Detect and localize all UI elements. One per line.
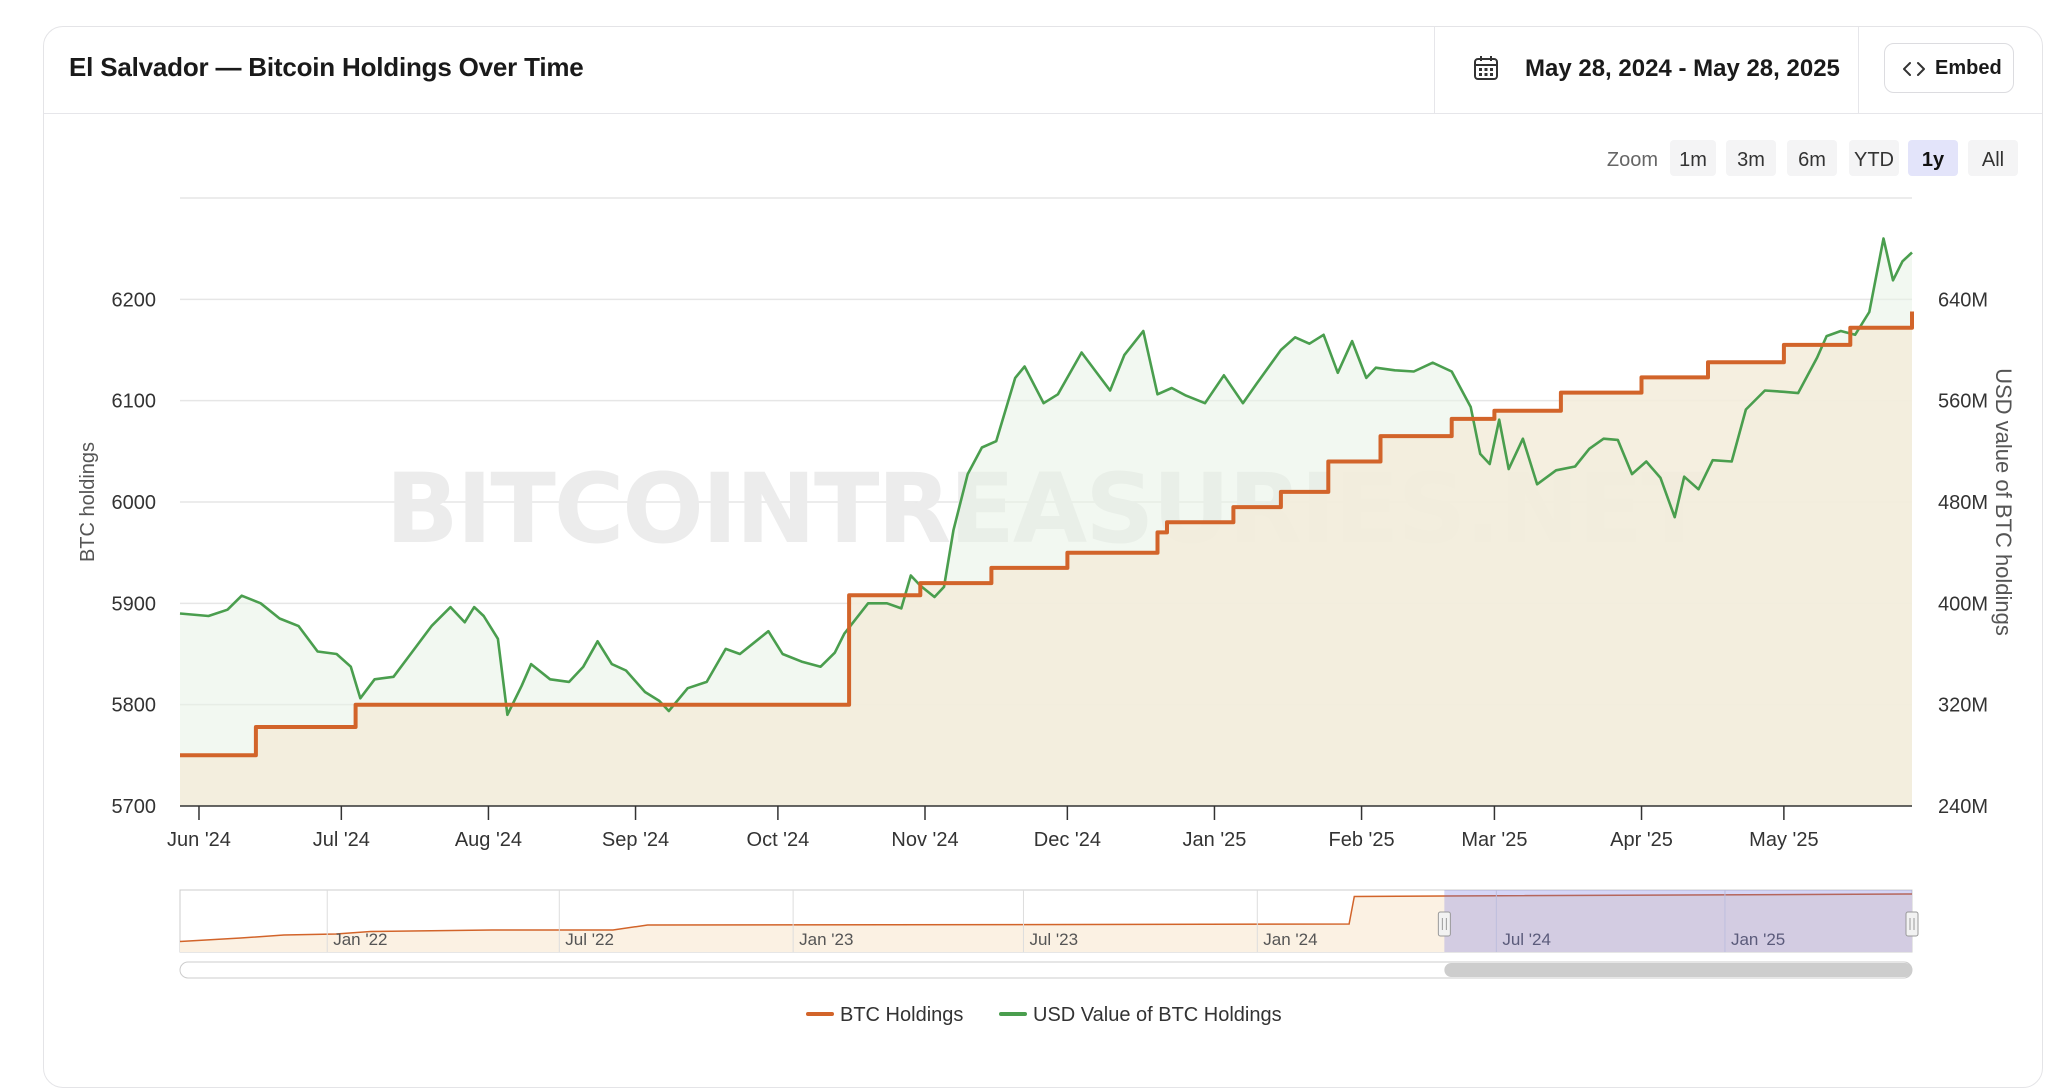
embed-label: Embed bbox=[1935, 57, 2002, 79]
btc-holdings-line bbox=[180, 311, 1914, 758]
zoom-button-label: 1m bbox=[1679, 149, 1707, 171]
zoom-button-3m[interactable]: 3m bbox=[1726, 140, 1776, 176]
navigator-tick-label: Jan '24 bbox=[1263, 930, 1317, 949]
left-y-tick-label: 5800 bbox=[112, 695, 157, 717]
chart-header: El Salvador — Bitcoin Holdings Over Time… bbox=[44, 27, 2042, 114]
x-tick-label: Jun '24 bbox=[167, 829, 231, 851]
legend: BTC Holdings USD Value of BTC Holdings bbox=[806, 1004, 1282, 1026]
zoom-button-bg bbox=[1726, 140, 1776, 176]
left-y-tick-label: 6100 bbox=[112, 391, 157, 413]
zoom-button-label: 3m bbox=[1737, 149, 1765, 171]
calendar-icon bbox=[1474, 56, 1498, 80]
zoom-button-all[interactable]: All bbox=[1968, 140, 2018, 176]
chart-title: El Salvador — Bitcoin Holdings Over Time bbox=[69, 52, 584, 82]
navigator-tick-label: Jul '22 bbox=[565, 930, 614, 949]
right-y-tick-label: 400M bbox=[1938, 593, 1988, 615]
navigator-line bbox=[179, 893, 1913, 943]
navigator-handle-grip bbox=[1437, 911, 1451, 937]
legend-item[interactable]: USD Value of BTC Holdings bbox=[999, 1004, 1282, 1026]
navigator-area bbox=[180, 894, 1912, 952]
zoom-button-ytd[interactable]: YTD bbox=[1849, 140, 1899, 176]
navigator-tick-label: Jan '22 bbox=[333, 930, 387, 949]
code-icon bbox=[1903, 62, 1925, 76]
navigator-tick-label: Jul '23 bbox=[1029, 930, 1078, 949]
x-tick-label: Apr '25 bbox=[1610, 829, 1673, 851]
right-y-tick-label: 640M bbox=[1938, 289, 1988, 311]
zoom-button-label: All bbox=[1982, 149, 2004, 171]
zoom-button-bg bbox=[1849, 140, 1899, 176]
left-y-tick-label: 5900 bbox=[112, 593, 157, 615]
zoom-button-label: 1y bbox=[1922, 149, 1945, 171]
x-tick-label: Sep '24 bbox=[602, 829, 669, 851]
zoom-button-bg bbox=[1670, 140, 1716, 176]
embed-button[interactable]: Embed bbox=[1884, 43, 2014, 93]
navigator-selection[interactable] bbox=[1444, 890, 1912, 952]
left-y-axis-title: BTC holdings bbox=[77, 442, 99, 562]
btc-holdings-area bbox=[180, 311, 1912, 806]
zoom-button-1m[interactable]: 1m bbox=[1670, 140, 1716, 176]
right-y-tick-label: 240M bbox=[1938, 796, 1988, 818]
x-tick-label: Jan '25 bbox=[1183, 829, 1247, 851]
left-y-tick-label: 6000 bbox=[112, 492, 157, 514]
right-y-axis-title: USD value of BTC holdings bbox=[1991, 368, 2016, 636]
zoom-button-label: YTD bbox=[1854, 149, 1894, 171]
legend-label: BTC Holdings bbox=[840, 1004, 963, 1026]
scrollbar-thumb[interactable] bbox=[1444, 963, 1912, 977]
right-y-tick-label: 320M bbox=[1938, 695, 1988, 717]
navigator-tick-label: Jan '23 bbox=[799, 930, 853, 949]
navigator-handle-left[interactable] bbox=[1437, 911, 1451, 937]
navigator-tick-label: Jul '24 bbox=[1502, 930, 1551, 949]
legend-item[interactable]: BTC Holdings bbox=[806, 1004, 963, 1026]
zoom-button-bg bbox=[1908, 140, 1958, 176]
navigator-handle-grip bbox=[1905, 911, 1919, 937]
navigator-scrollbar[interactable] bbox=[179, 961, 1913, 979]
x-tick-label: Feb '25 bbox=[1329, 829, 1395, 851]
zoom-button-label: 6m bbox=[1798, 149, 1826, 171]
zoom-label: Zoom bbox=[1607, 149, 1658, 171]
date-range-picker[interactable]: May 28, 2024 - May 28, 2025 bbox=[1434, 27, 1859, 113]
x-axis-ticks: Jun '24 Jul '24 Aug '24 Sep '24 Oct '24 Nov '… bbox=[167, 806, 1819, 851]
navigator-handle-right[interactable] bbox=[1905, 911, 1919, 937]
x-tick-label: Jul '24 bbox=[313, 829, 370, 851]
left-y-axis: 5700 5800 5900 6000 6100 6200 BTC holdings bbox=[77, 289, 156, 818]
x-tick-label: Dec '24 bbox=[1034, 829, 1101, 851]
zoom-button-bg bbox=[1968, 140, 2018, 176]
x-tick-label: Aug '24 bbox=[455, 829, 522, 851]
right-y-axis: 240M 320M 400M 480M 560M 640M USD value of BTC… bbox=[1938, 289, 2016, 818]
x-tick-label: Nov '24 bbox=[891, 829, 958, 851]
right-y-tick-label: 480M bbox=[1938, 492, 1988, 514]
date-range-text: May 28, 2024 - May 28, 2025 bbox=[1525, 55, 1840, 82]
navigator-tick-label: Jan '25 bbox=[1731, 930, 1785, 949]
x-tick-label: Oct '24 bbox=[747, 829, 810, 851]
zoom-button-1y[interactable]: 1y bbox=[1908, 140, 1958, 176]
zoom-controls: Zoom 1m 3m 6m YTD 1y All bbox=[1607, 140, 2018, 176]
legend-label: USD Value of BTC Holdings bbox=[1033, 1004, 1282, 1026]
x-tick-label: May '25 bbox=[1749, 829, 1818, 851]
x-tick-label: Mar '25 bbox=[1461, 829, 1527, 851]
left-y-tick-label: 5700 bbox=[112, 796, 157, 818]
zoom-button-6m[interactable]: 6m bbox=[1787, 140, 1837, 176]
left-y-tick-label: 6200 bbox=[112, 289, 157, 311]
right-y-tick-label: 560M bbox=[1938, 391, 1988, 413]
navigator[interactable]: Jan '22 Jul '22 Jan '23 Jul '23 Jan '24 Jul '… bbox=[179, 889, 1919, 953]
usd-value-line bbox=[179, 237, 1913, 717]
zoom-button-bg bbox=[1787, 140, 1837, 176]
